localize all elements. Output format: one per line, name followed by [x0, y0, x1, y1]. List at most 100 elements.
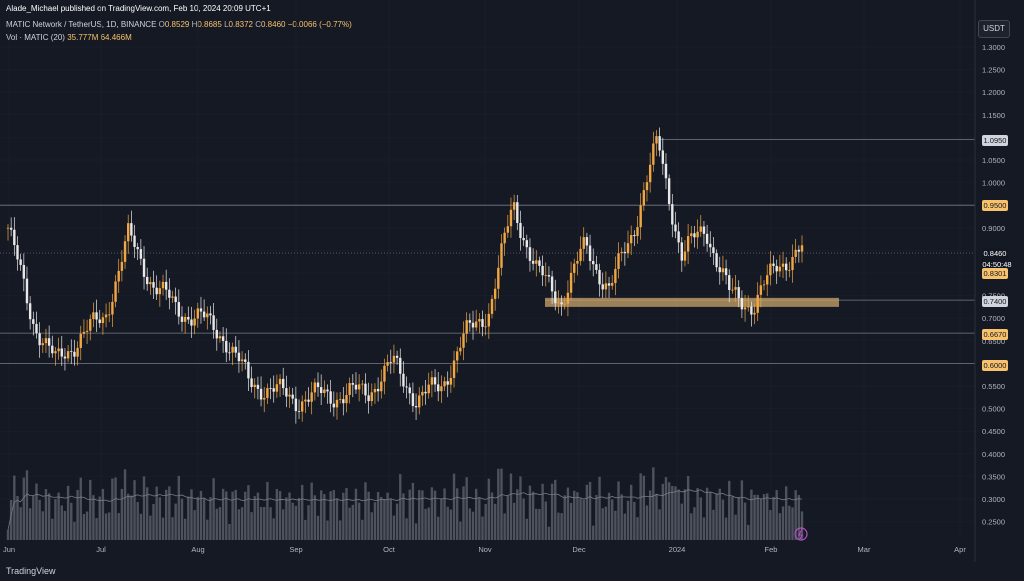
volume-value: 35.777M — [67, 33, 99, 42]
volume-bar — [418, 490, 421, 540]
symbol-title[interactable]: MATIC Network / TetherUS, 1D, BINANCE — [6, 20, 157, 29]
candle-body — [32, 319, 35, 324]
volume-bar — [541, 483, 544, 540]
currency-button[interactable]: USDT — [978, 20, 1010, 38]
volume-bar — [617, 481, 620, 540]
volume-bar — [399, 474, 402, 540]
price-tick-label: 0.7000 — [982, 314, 1005, 323]
candle-body — [512, 202, 516, 210]
volume-bar — [19, 507, 22, 540]
candle-body — [244, 359, 247, 362]
price-tick-label: 1.1500 — [982, 111, 1005, 120]
candle-body — [338, 399, 342, 400]
volume-bar — [218, 507, 222, 540]
time-tick-label: Sep — [289, 545, 302, 554]
volume-bar — [354, 488, 358, 540]
candle-body — [734, 287, 737, 290]
candle-body — [478, 319, 481, 322]
candle-body — [680, 242, 683, 261]
candle-body — [788, 270, 791, 271]
candle-body — [449, 377, 453, 385]
time-tick-label: Feb — [765, 545, 778, 554]
volume-ma-value: 64.466M — [100, 33, 132, 42]
volume-bar — [247, 485, 250, 540]
candle-body — [522, 237, 525, 241]
candle-body — [437, 384, 440, 392]
lightning-icon — [794, 527, 808, 541]
candle-body — [541, 265, 544, 276]
volume-bar — [111, 478, 114, 540]
volume-bar — [89, 479, 92, 540]
candle-body — [648, 164, 652, 183]
candle-body — [683, 251, 687, 261]
candle-body — [592, 261, 595, 265]
volume-bar — [130, 495, 133, 540]
volume-bar — [196, 496, 200, 540]
volume-bar — [497, 468, 500, 540]
volume-bar — [164, 489, 168, 540]
candle-body — [269, 388, 272, 389]
candle-body — [459, 347, 462, 352]
volume-bar — [187, 496, 190, 540]
price-badge-0740: 0.7400 — [982, 296, 1008, 307]
candle-body — [484, 326, 487, 328]
volume-bar — [395, 503, 399, 540]
price-badge-0950: 0.9500 — [982, 200, 1008, 211]
volume-bar — [364, 482, 367, 540]
candle-body — [772, 263, 775, 266]
volume-bar — [180, 498, 184, 540]
candle-body — [183, 316, 187, 322]
volume-bars — [6, 467, 804, 540]
time-tick-label: Jun — [3, 545, 15, 554]
candle-body — [313, 382, 317, 393]
candle-body — [237, 352, 241, 362]
candle-body — [326, 389, 329, 392]
candle-body — [351, 383, 355, 385]
volume-ma-line — [7, 489, 803, 531]
volume-bar — [629, 484, 633, 540]
volume-bar — [655, 493, 658, 540]
volume-bar — [190, 489, 193, 540]
volume-bar — [582, 499, 585, 540]
candle-body — [715, 253, 718, 268]
volume-bar — [709, 492, 712, 540]
volume-bar — [221, 488, 225, 540]
volume-bar — [645, 505, 649, 540]
volume-bar — [313, 495, 317, 540]
candle-body — [266, 388, 269, 398]
candle-body — [180, 316, 184, 322]
volume-bar — [724, 517, 728, 540]
candle-body — [187, 316, 190, 320]
candle-body — [424, 391, 427, 394]
volume-bar — [443, 488, 446, 540]
volume-bar — [35, 483, 38, 540]
volume-bar — [414, 523, 418, 540]
candle-body — [563, 303, 566, 305]
price-tick-label: 0.5000 — [982, 405, 1005, 414]
volume-bar — [209, 497, 212, 540]
volume-label[interactable]: Vol · MATIC (20) — [6, 33, 65, 42]
volume-bar — [696, 488, 699, 540]
volume-bar — [108, 512, 111, 540]
volume-bar — [690, 513, 693, 540]
volume-bar — [791, 507, 794, 540]
grid-lines — [0, 0, 975, 540]
price-tick-label: 0.5500 — [982, 382, 1005, 391]
level-lines — [0, 139, 975, 364]
volume-bar — [215, 508, 218, 540]
volume-bar — [478, 497, 481, 540]
candle-body — [557, 302, 560, 304]
volume-bar — [544, 501, 547, 540]
volume-bar — [263, 506, 266, 540]
volume-bar — [778, 513, 782, 540]
candle-body — [98, 319, 101, 324]
volume-bar — [620, 494, 623, 540]
volume-bar — [348, 507, 351, 540]
candle-body — [664, 163, 668, 179]
volume-bar — [525, 518, 528, 540]
time-tick-label: Dec — [572, 545, 586, 554]
candle-body — [6, 227, 10, 229]
candle-body — [395, 355, 399, 358]
volume-bar — [291, 502, 294, 540]
